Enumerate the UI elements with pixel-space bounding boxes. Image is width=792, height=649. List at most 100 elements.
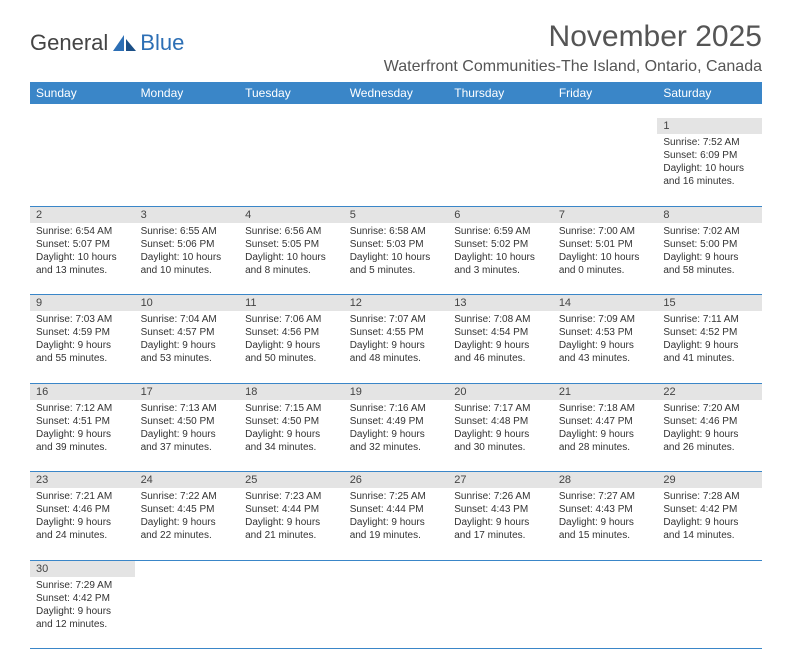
- day-number-cell: 28: [553, 472, 658, 489]
- day-detail-cell: Sunrise: 7:17 AMSunset: 4:48 PMDaylight:…: [448, 400, 553, 472]
- day-detail-cell: Sunrise: 7:13 AMSunset: 4:50 PMDaylight:…: [135, 400, 240, 472]
- daynum-row: 9101112131415: [30, 295, 762, 312]
- day-number-cell: [448, 118, 553, 134]
- day-detail-cell: Sunrise: 7:27 AMSunset: 4:43 PMDaylight:…: [553, 488, 658, 560]
- day-number-cell: 20: [448, 383, 553, 400]
- day-detail-cell: Sunrise: 7:08 AMSunset: 4:54 PMDaylight:…: [448, 311, 553, 383]
- sunset-text: Sunset: 4:54 PM: [454, 326, 547, 339]
- daylight-text: Daylight: 9 hours and 24 minutes.: [36, 516, 129, 542]
- day-number-cell: 29: [657, 472, 762, 489]
- sunset-text: Sunset: 4:59 PM: [36, 326, 129, 339]
- detail-row: Sunrise: 7:52 AMSunset: 6:09 PMDaylight:…: [30, 134, 762, 206]
- day-detail-cell: Sunrise: 6:59 AMSunset: 5:02 PMDaylight:…: [448, 223, 553, 295]
- sunrise-text: Sunrise: 7:02 AM: [663, 225, 756, 238]
- sunrise-text: Sunrise: 7:06 AM: [245, 313, 338, 326]
- daylight-text: Daylight: 9 hours and 32 minutes.: [350, 428, 443, 454]
- day-number-cell: 4: [239, 206, 344, 223]
- weekday-header: Sunday: [30, 82, 135, 104]
- sunrise-text: Sunrise: 7:18 AM: [559, 402, 652, 415]
- day-number-cell: 14: [553, 295, 658, 312]
- day-detail-cell: Sunrise: 6:54 AMSunset: 5:07 PMDaylight:…: [30, 223, 135, 295]
- day-detail-cell: Sunrise: 7:18 AMSunset: 4:47 PMDaylight:…: [553, 400, 658, 472]
- title-block: November 2025 Waterfront Communities-The…: [384, 20, 762, 76]
- day-number-cell: 27: [448, 472, 553, 489]
- sunrise-text: Sunrise: 7:12 AM: [36, 402, 129, 415]
- sunrise-text: Sunrise: 7:22 AM: [141, 490, 234, 503]
- day-number-cell: 9: [30, 295, 135, 312]
- daylight-text: Daylight: 9 hours and 34 minutes.: [245, 428, 338, 454]
- sunrise-text: Sunrise: 7:52 AM: [663, 136, 756, 149]
- day-number-cell: 22: [657, 383, 762, 400]
- day-number-cell: 24: [135, 472, 240, 489]
- day-detail-cell: [448, 577, 553, 649]
- daynum-row: 1: [30, 118, 762, 134]
- sunset-text: Sunset: 5:01 PM: [559, 238, 652, 251]
- day-number-cell: 8: [657, 206, 762, 223]
- sunrise-text: Sunrise: 7:07 AM: [350, 313, 443, 326]
- sunrise-text: Sunrise: 7:21 AM: [36, 490, 129, 503]
- day-number-cell: [239, 118, 344, 134]
- day-number-cell: 7: [553, 206, 658, 223]
- day-detail-cell: Sunrise: 7:16 AMSunset: 4:49 PMDaylight:…: [344, 400, 449, 472]
- day-number-cell: 5: [344, 206, 449, 223]
- sunset-text: Sunset: 6:09 PM: [663, 149, 756, 162]
- day-detail-cell: Sunrise: 6:55 AMSunset: 5:06 PMDaylight:…: [135, 223, 240, 295]
- detail-row: Sunrise: 7:29 AMSunset: 4:42 PMDaylight:…: [30, 577, 762, 649]
- day-number-cell: 18: [239, 383, 344, 400]
- daylight-text: Daylight: 10 hours and 0 minutes.: [559, 251, 652, 277]
- sunset-text: Sunset: 4:46 PM: [663, 415, 756, 428]
- sunrise-text: Sunrise: 7:00 AM: [559, 225, 652, 238]
- logo-text-blue: Blue: [140, 30, 184, 56]
- day-number-cell: 13: [448, 295, 553, 312]
- sunset-text: Sunset: 4:50 PM: [245, 415, 338, 428]
- sunrise-text: Sunrise: 7:28 AM: [663, 490, 756, 503]
- weekday-header: Saturday: [657, 82, 762, 104]
- day-detail-cell: [657, 577, 762, 649]
- sunrise-text: Sunrise: 6:56 AM: [245, 225, 338, 238]
- sunset-text: Sunset: 4:50 PM: [141, 415, 234, 428]
- sunset-text: Sunset: 4:47 PM: [559, 415, 652, 428]
- daylight-text: Daylight: 9 hours and 30 minutes.: [454, 428, 547, 454]
- sunset-text: Sunset: 5:06 PM: [141, 238, 234, 251]
- weekday-header: Monday: [135, 82, 240, 104]
- sunset-text: Sunset: 5:07 PM: [36, 238, 129, 251]
- day-detail-cell: Sunrise: 7:52 AMSunset: 6:09 PMDaylight:…: [657, 134, 762, 206]
- day-detail-cell: Sunrise: 7:25 AMSunset: 4:44 PMDaylight:…: [344, 488, 449, 560]
- sunrise-text: Sunrise: 6:59 AM: [454, 225, 547, 238]
- day-number-cell: 23: [30, 472, 135, 489]
- weekday-header-row: SundayMondayTuesdayWednesdayThursdayFrid…: [30, 82, 762, 104]
- sunset-text: Sunset: 4:57 PM: [141, 326, 234, 339]
- day-detail-cell: Sunrise: 7:11 AMSunset: 4:52 PMDaylight:…: [657, 311, 762, 383]
- daylight-text: Daylight: 9 hours and 55 minutes.: [36, 339, 129, 365]
- daylight-text: Daylight: 10 hours and 3 minutes.: [454, 251, 547, 277]
- day-detail-cell: Sunrise: 6:56 AMSunset: 5:05 PMDaylight:…: [239, 223, 344, 295]
- logo: General Blue: [30, 30, 184, 56]
- day-detail-cell: [344, 577, 449, 649]
- sunrise-text: Sunrise: 6:55 AM: [141, 225, 234, 238]
- day-number-cell: [344, 560, 449, 577]
- day-number-cell: [657, 560, 762, 577]
- day-number-cell: 17: [135, 383, 240, 400]
- day-number-cell: [448, 560, 553, 577]
- daylight-text: Daylight: 9 hours and 43 minutes.: [559, 339, 652, 365]
- day-detail-cell: Sunrise: 7:29 AMSunset: 4:42 PMDaylight:…: [30, 577, 135, 649]
- sunset-text: Sunset: 5:05 PM: [245, 238, 338, 251]
- sunset-text: Sunset: 4:43 PM: [454, 503, 547, 516]
- sunrise-text: Sunrise: 7:08 AM: [454, 313, 547, 326]
- day-detail-cell: [344, 134, 449, 206]
- sunrise-text: Sunrise: 7:25 AM: [350, 490, 443, 503]
- day-detail-cell: Sunrise: 7:06 AMSunset: 4:56 PMDaylight:…: [239, 311, 344, 383]
- day-detail-cell: Sunrise: 7:28 AMSunset: 4:42 PMDaylight:…: [657, 488, 762, 560]
- daylight-text: Daylight: 9 hours and 15 minutes.: [559, 516, 652, 542]
- day-detail-cell: Sunrise: 7:02 AMSunset: 5:00 PMDaylight:…: [657, 223, 762, 295]
- day-number-cell: [239, 560, 344, 577]
- daylight-text: Daylight: 9 hours and 19 minutes.: [350, 516, 443, 542]
- day-number-cell: 26: [344, 472, 449, 489]
- daynum-row: 23242526272829: [30, 472, 762, 489]
- sunrise-text: Sunrise: 6:54 AM: [36, 225, 129, 238]
- weekday-header: Friday: [553, 82, 658, 104]
- sunrise-text: Sunrise: 7:27 AM: [559, 490, 652, 503]
- daylight-text: Daylight: 9 hours and 53 minutes.: [141, 339, 234, 365]
- day-number-cell: 16: [30, 383, 135, 400]
- sunrise-text: Sunrise: 7:04 AM: [141, 313, 234, 326]
